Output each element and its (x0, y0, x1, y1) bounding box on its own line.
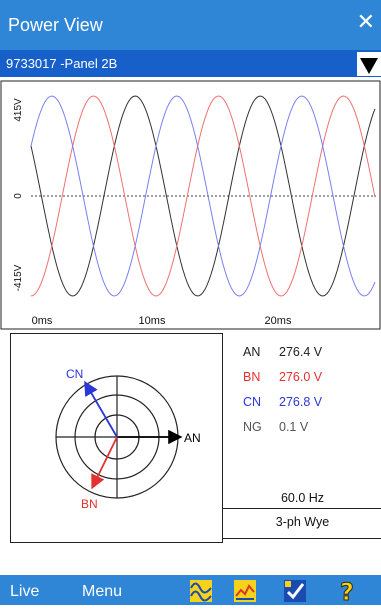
window-title: Power View (8, 15, 103, 35)
reading-bn-value: 276.0 V (279, 370, 323, 384)
cn-vector (84, 380, 118, 438)
reading-bn: BN 276.0 V (243, 370, 322, 384)
reading-ng-value: 0.1 V (279, 420, 309, 434)
reading-cn-value: 276.8 V (279, 395, 323, 409)
bottom-toolbar: Live Menu ? (0, 575, 381, 607)
divider (223, 508, 381, 509)
reading-an-label: AN (243, 345, 261, 359)
phasor-diagram: AN BN CN (10, 333, 223, 543)
x-label-10ms: 10ms (139, 315, 166, 327)
phase-b-waveform (30, 95, 376, 297)
menu-button[interactable]: Menu (82, 583, 123, 600)
phase-c-waveform (30, 95, 376, 297)
live-button[interactable]: Live (10, 583, 40, 600)
readings-panel: AN 276.4 V BN 276.0 V CN 276.8 V NG 0.1 V 60… (222, 333, 381, 541)
device-selector-value: 9733017 -Panel 2B (6, 56, 118, 71)
divider (223, 538, 381, 539)
title-bar: Power View ✕ (0, 0, 381, 50)
measurement-area: AN BN CN AN 276.4 V BN 276.0 V CN 276.8 V N… (0, 330, 381, 545)
y-min-label: -415V (13, 264, 24, 291)
reading-ng-label: NG (243, 420, 262, 434)
check-icon[interactable] (282, 578, 308, 604)
reading-ng: NG 0.1 V (243, 420, 308, 434)
reading-cn-label: CN (243, 395, 262, 409)
trend-icon[interactable] (232, 578, 258, 604)
x-label-20ms: 20ms (265, 315, 292, 327)
triangle-down-icon[interactable] (357, 52, 381, 76)
waveform-icon[interactable] (188, 578, 214, 604)
cn-label: CN (66, 367, 83, 381)
reading-cn: CN 276.8 V (243, 395, 322, 409)
device-selector[interactable]: 9733017 -Panel 2B (0, 50, 381, 77)
reading-bn-label: BN (243, 370, 261, 384)
y-zero-label: 0 (13, 193, 24, 199)
svg-text:?: ? (340, 578, 354, 604)
bn-label: BN (81, 497, 98, 511)
configuration-value: 3-ph Wye (275, 515, 330, 529)
close-icon[interactable]: ✕ (356, 10, 375, 35)
bn-vector (91, 436, 118, 490)
x-label-0ms: 0ms (32, 315, 53, 327)
help-icon[interactable]: ? (334, 578, 360, 607)
waveform-chart: 415V 0 -415V 0ms 10ms 20ms (0, 80, 381, 330)
reading-an-value: 276.4 V (279, 345, 323, 359)
frequency-value: 60.0 Hz (280, 491, 325, 505)
phase-a-waveform (30, 95, 376, 297)
y-max-label: 415V (13, 98, 24, 122)
reading-an: AN 276.4 V (243, 345, 322, 359)
an-label: AN (184, 431, 201, 445)
